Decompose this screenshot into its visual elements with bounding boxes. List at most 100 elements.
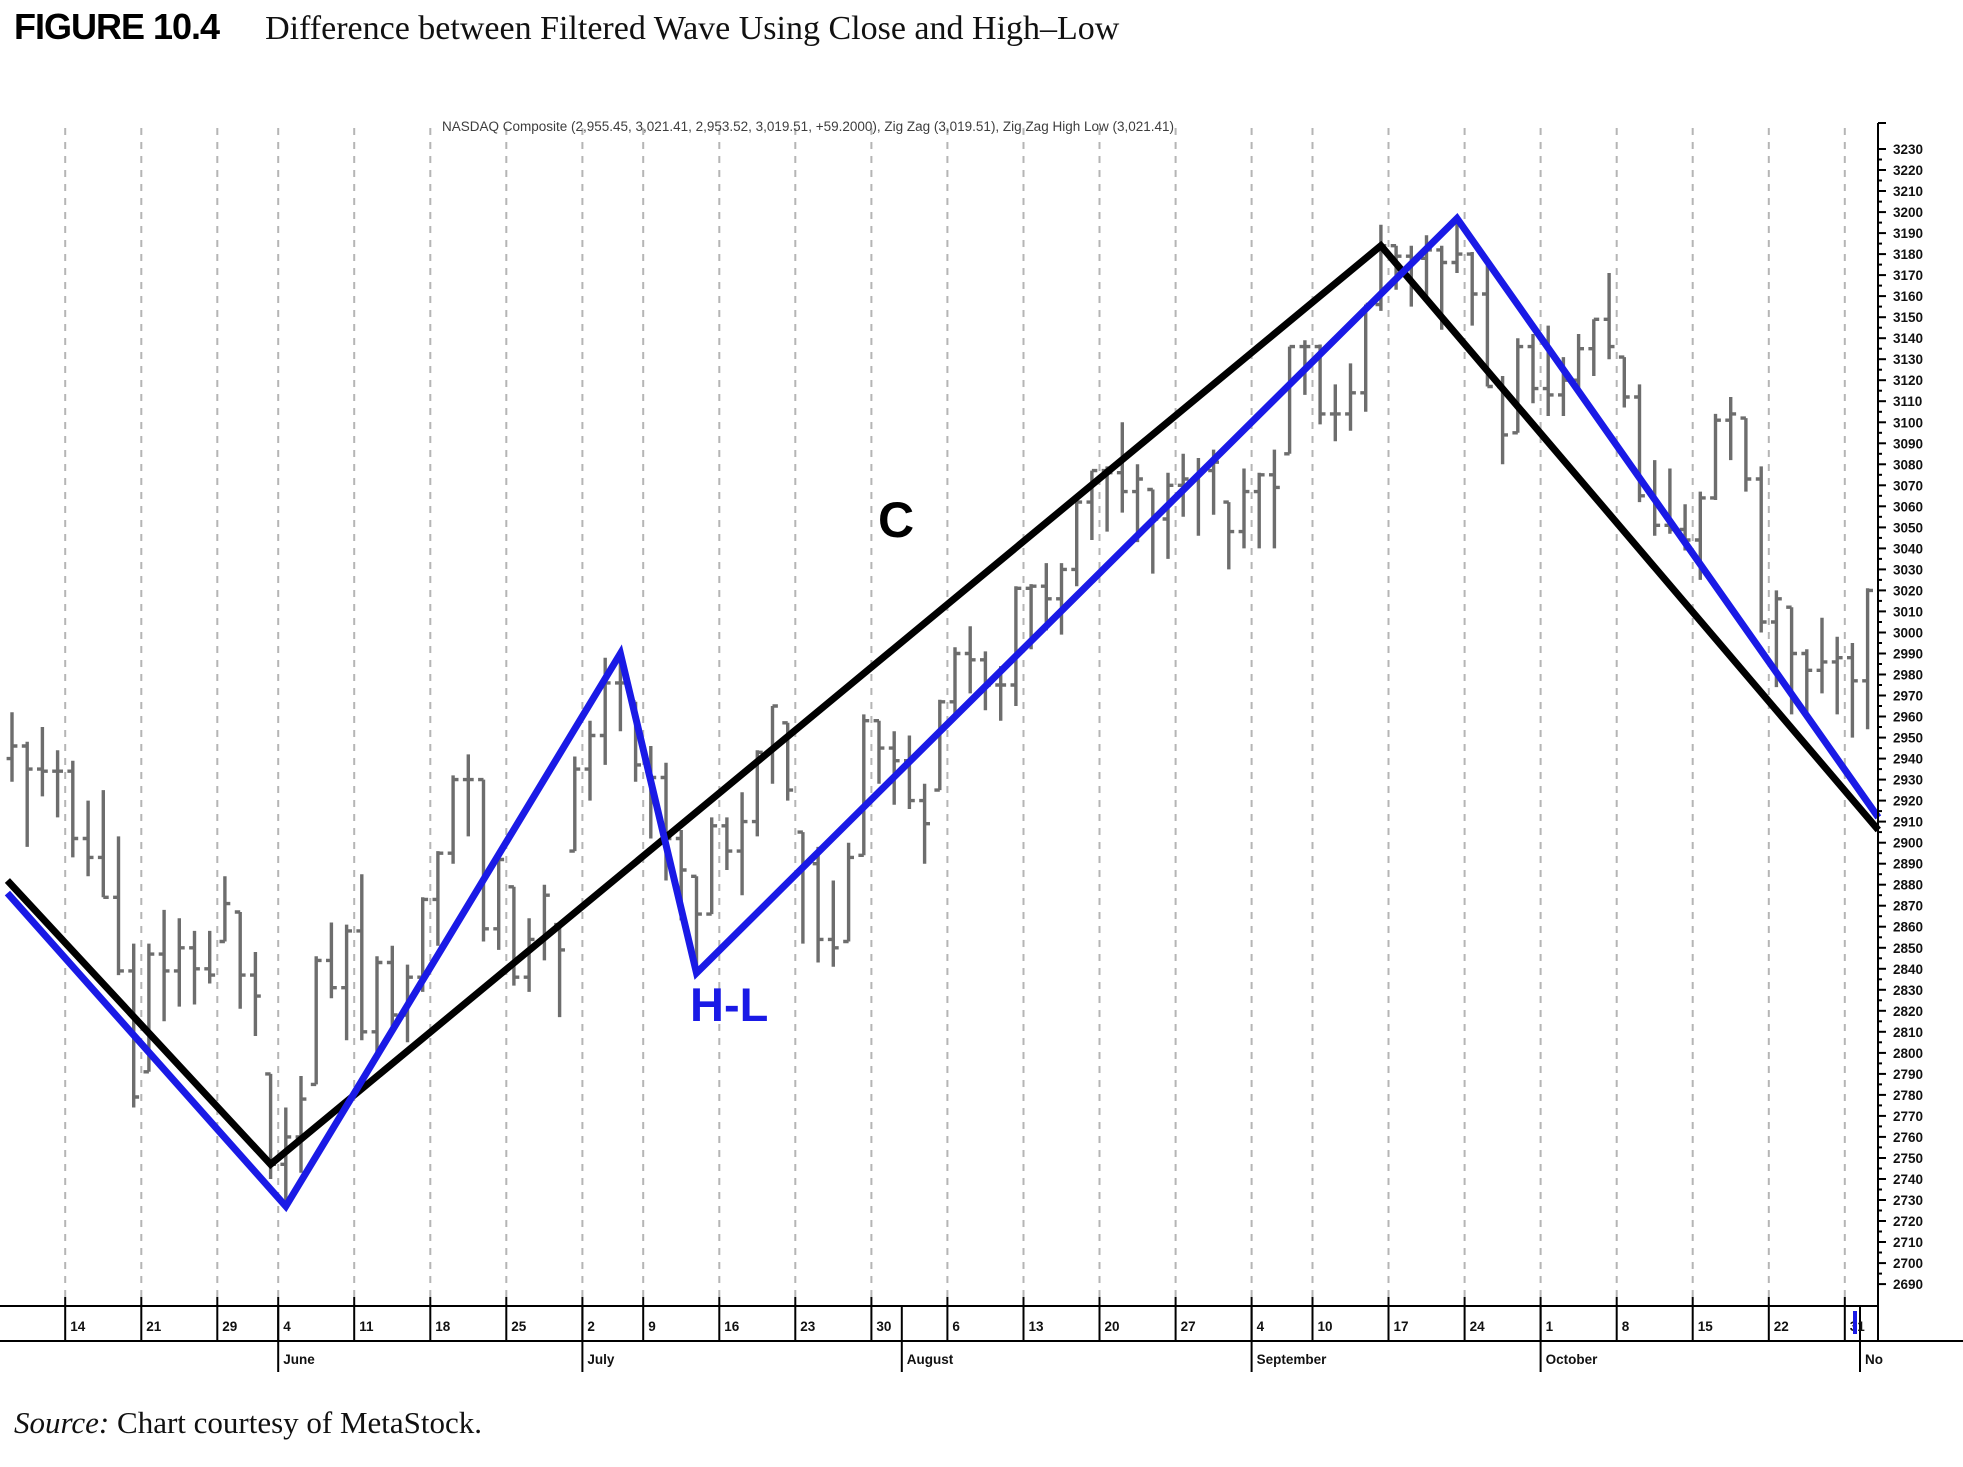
svg-text:2830: 2830: [1893, 983, 1923, 998]
svg-text:24: 24: [1470, 1319, 1486, 1334]
svg-text:25: 25: [511, 1319, 527, 1334]
svg-text:3110: 3110: [1893, 394, 1922, 409]
svg-text:2750: 2750: [1893, 1151, 1923, 1166]
svg-text:2770: 2770: [1893, 1109, 1923, 1124]
svg-text:3210: 3210: [1893, 184, 1923, 199]
zigzag-high-low-line: [4, 212, 1882, 1213]
svg-text:14: 14: [70, 1319, 86, 1334]
svg-text:15: 15: [1698, 1319, 1714, 1334]
svg-text:3030: 3030: [1893, 562, 1923, 577]
svg-text:3130: 3130: [1893, 352, 1923, 367]
y-axis-labels: 2690 2700 2710 2720 2730 2740 2750 2760 2770 2780…: [1893, 142, 1923, 1292]
svg-text:3180: 3180: [1893, 247, 1923, 262]
svg-text:3050: 3050: [1893, 520, 1923, 535]
svg-text:2960: 2960: [1893, 710, 1923, 725]
svg-text:2880: 2880: [1893, 878, 1923, 893]
svg-text:2810: 2810: [1893, 1025, 1923, 1040]
high-low-zigzag-label: H-L: [690, 978, 768, 1031]
svg-text:4: 4: [1257, 1319, 1265, 1334]
svg-text:2780: 2780: [1893, 1088, 1923, 1103]
figure-caption: Difference between Filtered Wave Using C…: [265, 10, 1120, 47]
source-prefix: Source:: [14, 1405, 110, 1440]
latest-bar-axis-marker: [1853, 1311, 1857, 1334]
svg-text:1: 1: [1546, 1319, 1554, 1334]
svg-text:2: 2: [587, 1319, 595, 1334]
svg-text:2760: 2760: [1893, 1130, 1923, 1145]
x-axis: [0, 1297, 1963, 1372]
svg-text:July: July: [587, 1352, 615, 1367]
svg-text:31: 31: [1850, 1319, 1866, 1334]
svg-text:3100: 3100: [1893, 415, 1923, 430]
svg-text:2900: 2900: [1893, 836, 1923, 851]
svg-text:2840: 2840: [1893, 962, 1923, 977]
svg-text:2930: 2930: [1893, 773, 1923, 788]
svg-text:2790: 2790: [1893, 1067, 1923, 1082]
svg-text:9: 9: [648, 1319, 656, 1334]
svg-text:3080: 3080: [1893, 457, 1923, 472]
svg-text:3120: 3120: [1893, 373, 1923, 388]
svg-text:3040: 3040: [1893, 541, 1923, 556]
svg-text:23: 23: [800, 1319, 816, 1334]
svg-text:2730: 2730: [1893, 1193, 1923, 1208]
svg-text:3160: 3160: [1893, 289, 1923, 304]
svg-text:3010: 3010: [1893, 604, 1923, 619]
svg-text:2890: 2890: [1893, 857, 1923, 872]
chart-title: NASDAQ Composite (2,955.45, 3,021.41, 2,…: [442, 119, 1174, 134]
svg-text:2980: 2980: [1893, 668, 1923, 683]
svg-text:2740: 2740: [1893, 1172, 1923, 1187]
svg-text:3170: 3170: [1893, 268, 1923, 283]
svg-text:10: 10: [1318, 1319, 1333, 1334]
zigzag-close-line: [4, 240, 1881, 1170]
figure-label: FIGURE 10.4: [14, 6, 220, 47]
svg-text:October: October: [1546, 1352, 1599, 1367]
svg-text:2870: 2870: [1893, 899, 1923, 914]
svg-text:21: 21: [146, 1319, 162, 1334]
svg-text:3020: 3020: [1893, 583, 1923, 598]
svg-text:16: 16: [724, 1319, 740, 1334]
price-bars: [6, 218, 1873, 1207]
svg-text:8: 8: [1622, 1319, 1630, 1334]
svg-text:2690: 2690: [1893, 1277, 1923, 1292]
x-axis-labels: 14 21 29 4 11 18 25 2 9 16 23 30 6 13 20 27 4 10 17 24 1 8 15 2…: [70, 1319, 1883, 1367]
source-line: Source: Chart courtesy of MetaStock.: [14, 1405, 482, 1441]
y-axis: [1877, 122, 1886, 1342]
metastock-price-chart: 2690270027102720273027402750276027702780…: [0, 119, 1963, 1372]
svg-text:3140: 3140: [1893, 331, 1923, 346]
source-text: Chart courtesy of MetaStock.: [109, 1405, 483, 1440]
svg-text:6: 6: [952, 1319, 960, 1334]
svg-text:3230: 3230: [1893, 142, 1923, 157]
svg-text:2920: 2920: [1893, 794, 1923, 809]
svg-text:September: September: [1257, 1352, 1328, 1367]
svg-text:3150: 3150: [1893, 310, 1923, 325]
svg-text:30: 30: [876, 1319, 891, 1334]
svg-text:22: 22: [1774, 1319, 1789, 1334]
svg-text:2720: 2720: [1893, 1214, 1923, 1229]
close-zigzag-label: C: [878, 492, 914, 548]
svg-text:13: 13: [1029, 1319, 1045, 1334]
svg-text:29: 29: [222, 1319, 237, 1334]
svg-text:3190: 3190: [1893, 226, 1923, 241]
svg-text:3090: 3090: [1893, 436, 1923, 451]
svg-text:3200: 3200: [1893, 205, 1923, 220]
svg-text:2800: 2800: [1893, 1046, 1923, 1061]
svg-text:2940: 2940: [1893, 752, 1923, 767]
svg-text:August: August: [907, 1352, 954, 1367]
svg-text:2710: 2710: [1893, 1235, 1923, 1250]
svg-text:27: 27: [1181, 1319, 1196, 1334]
svg-text:20: 20: [1105, 1319, 1120, 1334]
svg-text:18: 18: [435, 1319, 451, 1334]
svg-text:17: 17: [1394, 1319, 1409, 1334]
svg-text:3070: 3070: [1893, 478, 1923, 493]
svg-text:No: No: [1865, 1352, 1883, 1367]
svg-text:3220: 3220: [1893, 163, 1923, 178]
svg-text:3000: 3000: [1893, 626, 1923, 641]
svg-text:3060: 3060: [1893, 499, 1923, 514]
svg-text:June: June: [283, 1352, 315, 1367]
svg-text:2910: 2910: [1893, 815, 1923, 830]
figure-header: FIGURE 10.4 Difference between Filtered …: [14, 6, 1119, 48]
svg-text:2990: 2990: [1893, 647, 1923, 662]
svg-text:11: 11: [359, 1319, 374, 1334]
svg-text:2860: 2860: [1893, 920, 1923, 935]
svg-text:4: 4: [283, 1319, 291, 1334]
